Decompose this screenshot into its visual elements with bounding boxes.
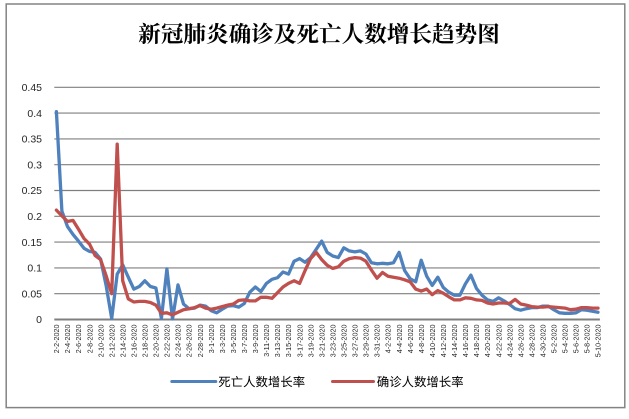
svg-text:0.3: 0.3 (27, 159, 42, 171)
svg-text:5-4-2020: 5-4-2020 (561, 325, 570, 354)
svg-text:4-26-2020: 4-26-2020 (516, 325, 525, 358)
svg-text:3-31-2020: 3-31-2020 (373, 325, 382, 358)
svg-text:4-20-2020: 4-20-2020 (483, 325, 492, 358)
svg-text:2-22-2020: 2-22-2020 (163, 325, 172, 358)
svg-text:2-20-2020: 2-20-2020 (152, 325, 161, 358)
svg-text:3-3-2020: 3-3-2020 (218, 325, 227, 354)
svg-text:4-28-2020: 4-28-2020 (527, 325, 536, 358)
svg-text:3-11-2020: 3-11-2020 (262, 324, 271, 356)
svg-text:3-13-2020: 3-13-2020 (273, 325, 282, 358)
svg-text:2-28-2020: 2-28-2020 (196, 325, 205, 358)
svg-text:2-24-2020: 2-24-2020 (174, 325, 183, 358)
svg-text:3-1-2020: 3-1-2020 (207, 325, 216, 354)
svg-text:4-8-2020: 4-8-2020 (417, 325, 426, 354)
svg-text:5-6-2020: 5-6-2020 (572, 325, 581, 354)
svg-text:2-10-2020: 2-10-2020 (96, 325, 105, 358)
svg-text:3-9-2020: 3-9-2020 (251, 325, 260, 354)
svg-text:2-2-2020: 2-2-2020 (52, 325, 61, 354)
svg-text:0.15: 0.15 (22, 237, 43, 249)
svg-text:0.1: 0.1 (27, 263, 42, 275)
svg-text:3-19-2020: 3-19-2020 (306, 325, 315, 358)
svg-text:0.25: 0.25 (22, 185, 43, 197)
svg-text:0: 0 (36, 314, 42, 326)
svg-text:3-29-2020: 3-29-2020 (362, 325, 371, 358)
svg-text:4-14-2020: 4-14-2020 (450, 325, 459, 358)
svg-text:3-23-2020: 3-23-2020 (328, 325, 337, 358)
svg-text:2-14-2020: 2-14-2020 (118, 325, 127, 358)
svg-text:5-10-2020: 5-10-2020 (594, 325, 603, 358)
svg-text:2-16-2020: 2-16-2020 (130, 325, 139, 358)
svg-text:4-24-2020: 4-24-2020 (505, 325, 514, 358)
svg-text:4-22-2020: 4-22-2020 (494, 325, 503, 358)
svg-text:3-21-2020: 3-21-2020 (317, 325, 326, 358)
svg-text:4-30-2020: 4-30-2020 (539, 325, 548, 358)
svg-text:4-4-2020: 4-4-2020 (395, 325, 404, 354)
svg-text:4-18-2020: 4-18-2020 (472, 325, 481, 358)
svg-text:2-18-2020: 2-18-2020 (141, 325, 150, 358)
svg-text:3-15-2020: 3-15-2020 (284, 325, 293, 358)
svg-text:3-5-2020: 3-5-2020 (229, 325, 238, 354)
svg-text:5-8-2020: 5-8-2020 (583, 325, 592, 354)
svg-text:5-2-2020: 5-2-2020 (550, 325, 559, 354)
svg-text:4-12-2020: 4-12-2020 (439, 325, 448, 358)
svg-text:3-17-2020: 3-17-2020 (295, 325, 304, 358)
svg-text:3-25-2020: 3-25-2020 (340, 325, 349, 358)
svg-text:0.45: 0.45 (22, 82, 43, 94)
svg-text:0.05: 0.05 (22, 288, 43, 300)
svg-text:2-26-2020: 2-26-2020 (185, 325, 194, 358)
svg-text:2-12-2020: 2-12-2020 (107, 325, 116, 358)
svg-text:0.4: 0.4 (27, 108, 42, 120)
svg-text:0.2: 0.2 (27, 211, 42, 223)
svg-text:3-27-2020: 3-27-2020 (351, 325, 360, 358)
svg-text:4-10-2020: 4-10-2020 (428, 325, 437, 358)
svg-text:3-7-2020: 3-7-2020 (240, 325, 249, 354)
svg-text:2-8-2020: 2-8-2020 (85, 325, 94, 354)
svg-text:4-16-2020: 4-16-2020 (461, 325, 470, 358)
svg-text:2-6-2020: 2-6-2020 (74, 325, 83, 354)
svg-text:2-4-2020: 2-4-2020 (63, 325, 72, 354)
svg-text:0.35: 0.35 (22, 134, 43, 146)
svg-text:4-2-2020: 4-2-2020 (384, 325, 393, 354)
svg-text:4-6-2020: 4-6-2020 (406, 325, 415, 354)
